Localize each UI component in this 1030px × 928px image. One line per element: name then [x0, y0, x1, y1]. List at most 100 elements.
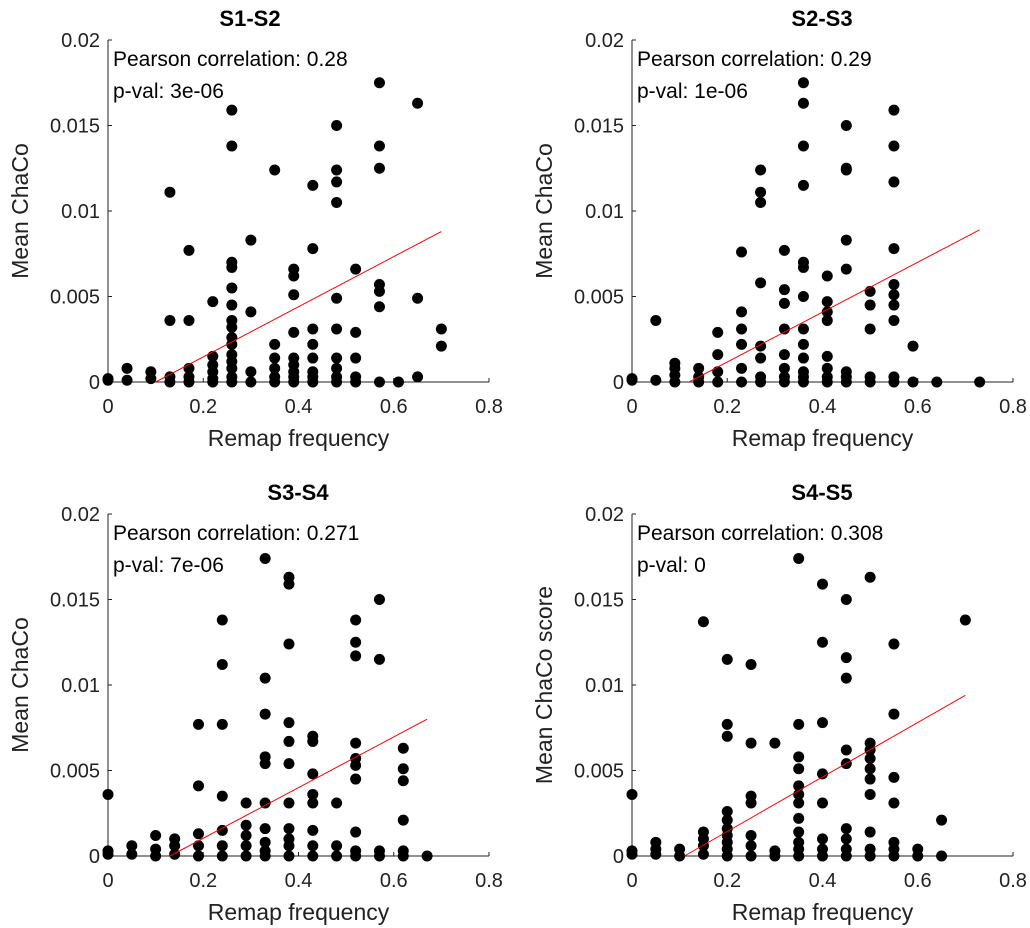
data-point	[350, 371, 362, 383]
y-axis-label: Mean ChaCo score	[531, 586, 557, 784]
pearson-correlation-annotation: Pearson correlation: 0.28	[113, 48, 348, 71]
data-point	[907, 340, 919, 352]
data-point	[192, 840, 204, 852]
data-point	[192, 850, 204, 862]
data-point	[697, 848, 709, 860]
data-point	[435, 323, 447, 335]
pearson-correlation-annotation: Pearson correlation: 0.29	[637, 48, 872, 71]
data-point	[721, 718, 733, 730]
data-point	[840, 366, 852, 378]
data-point	[150, 829, 162, 841]
data-point	[755, 196, 767, 208]
data-point	[397, 775, 409, 787]
data-point	[331, 120, 343, 131]
data-point	[307, 323, 319, 335]
data-point	[793, 780, 805, 792]
data-point	[331, 292, 343, 304]
data-point	[259, 672, 271, 684]
y-tick-label: 0.02	[61, 30, 100, 52]
data-point	[373, 77, 385, 89]
data-point	[745, 658, 757, 670]
data-point	[307, 824, 319, 836]
data-point	[797, 256, 809, 268]
chart-title: S3-S4	[267, 480, 329, 505]
data-point	[121, 374, 133, 386]
data-point	[150, 843, 162, 855]
scatter-panel-1: 0 0.2 0.4 0.6 0.8 0 0.005 0.01 0.015 0.02 S1-S2 Rem…	[7, 6, 503, 451]
data-point	[269, 371, 281, 383]
data-point	[793, 751, 805, 763]
data-point	[412, 97, 424, 109]
y-tick-label: 0.005	[574, 287, 624, 309]
data-point	[793, 836, 805, 848]
data-point	[797, 338, 809, 350]
pearson-correlation-annotation: Pearson correlation: 0.271	[113, 522, 359, 545]
x-tick-label: 0.6	[904, 870, 932, 892]
x-tick-label: 0.6	[380, 396, 408, 418]
data-point	[864, 788, 876, 800]
data-point	[745, 790, 757, 802]
data-point	[778, 244, 790, 256]
y-axis-label: Mean ChaCo	[7, 143, 33, 279]
data-point	[755, 186, 767, 198]
y-tick-label: 0.01	[585, 675, 624, 697]
data-point	[888, 243, 900, 255]
data-point	[778, 297, 790, 309]
data-point	[269, 362, 281, 374]
data-point	[778, 323, 790, 335]
data-point	[697, 616, 709, 628]
p-value-annotation: p-val: 3e-06	[113, 80, 224, 103]
data-point	[864, 763, 876, 775]
y-tick-label: 0.01	[585, 201, 624, 223]
y-tick-label: 0	[613, 372, 624, 394]
data-point	[331, 323, 343, 335]
data-point	[821, 270, 833, 282]
data-point	[207, 296, 219, 308]
data-point	[412, 292, 424, 304]
data-point	[307, 788, 319, 800]
y-tick-label: 0.01	[61, 201, 100, 223]
pearson-correlation-annotation: Pearson correlation: 0.308	[637, 522, 883, 545]
data-point	[888, 299, 900, 311]
data-point	[307, 243, 319, 255]
data-point	[240, 829, 252, 841]
data-point	[797, 323, 809, 335]
data-point	[626, 848, 638, 860]
data-point	[331, 196, 343, 208]
data-point	[331, 352, 343, 364]
data-point	[755, 164, 767, 176]
data-point	[373, 279, 385, 291]
data-point	[164, 314, 176, 326]
data-point	[259, 845, 271, 857]
data-point	[888, 836, 900, 848]
x-tick-label: 0.2	[189, 396, 217, 418]
data-point	[888, 289, 900, 301]
data-point	[283, 758, 295, 770]
regression-line	[688, 229, 980, 383]
data-point	[797, 77, 809, 89]
data-point	[183, 314, 195, 326]
data-point	[350, 826, 362, 838]
data-point	[307, 179, 319, 191]
data-point	[693, 362, 705, 374]
data-point	[888, 371, 900, 383]
data-point	[650, 374, 662, 386]
data-point	[126, 848, 138, 860]
y-axis-label: Mean ChaCo	[531, 143, 557, 279]
data-point	[797, 140, 809, 152]
x-axis-label: Remap frequency	[732, 425, 914, 451]
x-tick-label: 0.4	[285, 396, 313, 418]
data-point	[626, 374, 638, 386]
data-point	[778, 371, 790, 383]
data-point	[145, 366, 157, 378]
x-tick-label: 0.6	[904, 396, 932, 418]
data-point	[712, 376, 724, 388]
data-point	[245, 366, 257, 378]
y-tick-label: 0.015	[574, 116, 624, 138]
chart-title: S4-S5	[791, 480, 852, 505]
data-point	[245, 234, 257, 246]
chart-title: S2-S3	[791, 6, 852, 31]
y-tick-label: 0.015	[574, 590, 624, 612]
data-point	[888, 771, 900, 783]
